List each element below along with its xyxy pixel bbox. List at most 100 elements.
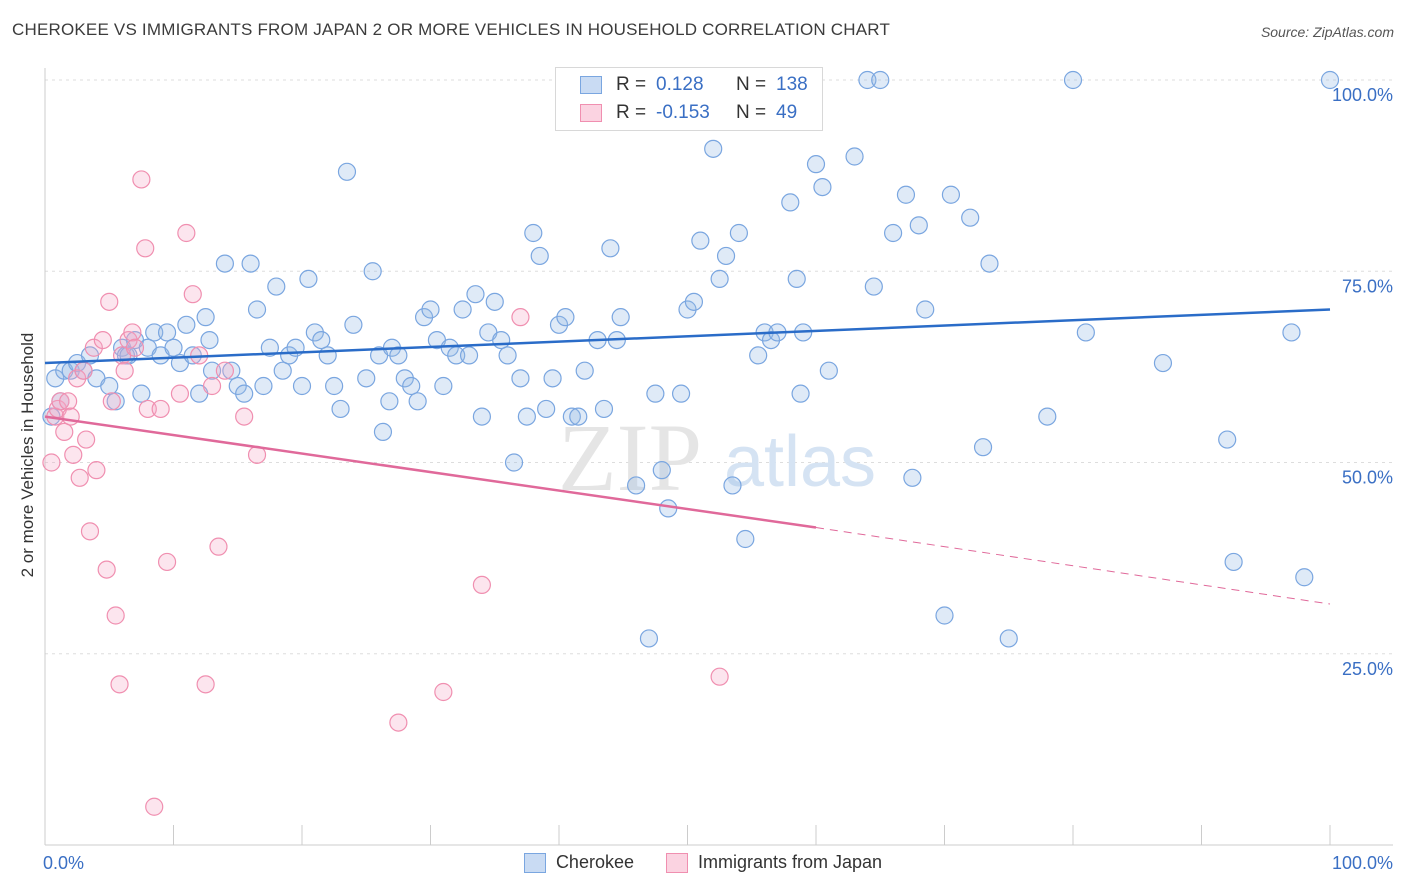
y-tick-label: 25.0% xyxy=(1342,659,1393,679)
cherokee-point xyxy=(373,422,393,441)
cherokee-point xyxy=(575,361,594,380)
cherokee-point xyxy=(704,139,723,158)
cherokee-point xyxy=(132,384,151,403)
cherokee-point xyxy=(684,292,704,311)
watermark-atlas: atlas xyxy=(724,422,876,502)
japan-point xyxy=(389,713,408,732)
japan-point xyxy=(59,392,78,411)
cherokee-point xyxy=(273,361,292,380)
cherokee-point xyxy=(196,308,215,327)
cherokee-point xyxy=(916,300,935,319)
cherokee-point xyxy=(537,399,556,419)
japan-point xyxy=(100,292,119,311)
legend-r-label: R = xyxy=(616,74,647,95)
legend-n-label: N = xyxy=(736,102,767,123)
japan-point xyxy=(61,407,80,426)
cherokee-point xyxy=(247,300,267,319)
cherokee-point xyxy=(1076,323,1095,342)
cherokee-point xyxy=(222,361,241,380)
japan-point xyxy=(115,361,134,380)
legend-n-value: 49 xyxy=(776,102,798,123)
japan-point xyxy=(434,682,453,702)
japan-point xyxy=(93,331,112,350)
cherokee-point xyxy=(164,338,183,357)
cherokee-point xyxy=(254,376,273,396)
cherokee-point xyxy=(749,346,768,365)
cherokee-point xyxy=(626,476,646,495)
cherokee-point xyxy=(260,338,279,357)
cherokee-point xyxy=(145,323,164,342)
cherokee-point xyxy=(1063,70,1083,90)
japan-point xyxy=(123,323,142,342)
legend-swatch-japan xyxy=(665,852,688,873)
cherokee-point xyxy=(845,147,864,166)
cherokee-point xyxy=(157,323,177,342)
cherokee-point xyxy=(241,254,260,273)
cherokee-point xyxy=(498,346,517,365)
legend-swatch-japan xyxy=(580,104,602,122)
cherokee-point xyxy=(485,292,504,311)
japan-point xyxy=(145,797,164,816)
japan-point xyxy=(215,361,234,380)
japan-point xyxy=(77,430,96,449)
cherokee-point xyxy=(530,246,549,266)
cherokee-point xyxy=(1282,323,1301,342)
cherokee-point xyxy=(453,300,472,319)
cherokee-point xyxy=(813,178,832,197)
japan-trendline xyxy=(44,415,817,529)
legend-label-japan: Immigrants from Japan xyxy=(697,852,883,872)
cherokee-point xyxy=(100,376,119,396)
cherokee-point xyxy=(973,438,993,457)
x-tick-label: 100.0% xyxy=(1332,853,1393,873)
cherokee-point xyxy=(791,384,810,403)
cherokee-point xyxy=(466,285,485,304)
cherokee-point xyxy=(639,629,659,648)
cherokee-point xyxy=(434,376,453,396)
cherokee-point xyxy=(896,185,916,204)
japan-point xyxy=(472,575,491,595)
japan-point xyxy=(710,667,729,686)
japan-point xyxy=(55,422,74,441)
cherokee-point xyxy=(215,254,234,273)
cherokee-point xyxy=(543,369,562,388)
cherokee-point xyxy=(594,399,614,419)
cherokee-point xyxy=(864,277,883,296)
cherokee-point xyxy=(601,239,620,258)
series-legend: Cherokee Immigrants from Japan xyxy=(0,852,1406,873)
cherokee-point xyxy=(472,407,491,426)
japan-point xyxy=(177,223,196,243)
cherokee-point xyxy=(177,315,196,334)
japan-point xyxy=(170,384,190,403)
legend-swatch-cherokee xyxy=(523,852,546,873)
cherokee-point xyxy=(723,476,742,495)
watermark: ZIP atlas xyxy=(558,404,876,511)
japan-point xyxy=(102,392,121,411)
cherokee-point xyxy=(344,315,363,334)
legend-item-japan[interactable]: Immigrants from Japan xyxy=(665,852,883,873)
legend-row-japan: R = -0.153 N = 49 xyxy=(580,102,856,124)
legend-row-cherokee: R = 0.128 N = 138 xyxy=(580,74,856,96)
cherokee-point xyxy=(1218,430,1237,449)
cherokee-point xyxy=(235,384,254,403)
cherokee-point xyxy=(999,629,1018,648)
cherokee-point xyxy=(299,269,318,288)
cherokee-point xyxy=(980,254,999,273)
cherokee-point xyxy=(729,223,749,243)
cherokee-point xyxy=(659,499,678,518)
cherokee-point xyxy=(909,216,928,235)
legend-r-label: R = xyxy=(616,102,647,123)
legend-item-cherokee[interactable]: Cherokee xyxy=(523,852,634,873)
cherokee-point xyxy=(459,346,479,365)
legend-label-cherokee: Cherokee xyxy=(555,852,634,872)
legend-r-value: 0.128 xyxy=(656,74,704,95)
cherokee-point xyxy=(492,331,511,350)
cherokee-point xyxy=(363,262,382,281)
cherokee-point xyxy=(935,606,954,625)
japan-point xyxy=(70,468,89,487)
japan-point xyxy=(511,308,530,327)
cherokee-point xyxy=(710,269,729,288)
japan-point xyxy=(138,399,157,419)
japan-point xyxy=(157,552,177,572)
cherokee-point xyxy=(408,392,427,411)
japan-point xyxy=(183,285,202,304)
